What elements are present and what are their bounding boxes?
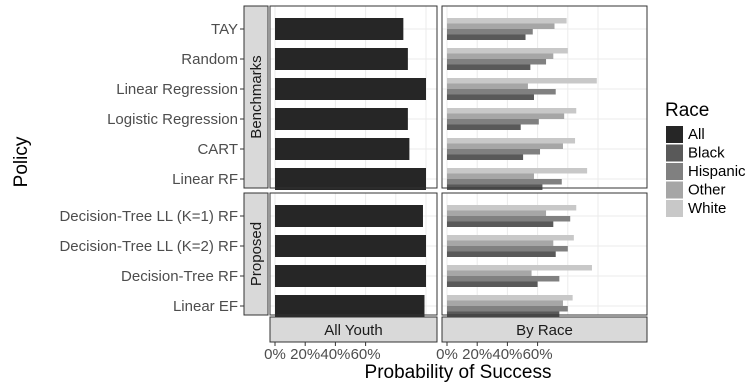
strip-proposed: Proposed xyxy=(244,193,268,315)
bar-black xyxy=(447,282,538,288)
y-tick-label: Decision-Tree LL (K=2) RF xyxy=(59,238,238,255)
bar-black xyxy=(447,155,523,161)
strip-label: All Youth xyxy=(324,322,382,339)
bar-hispanic xyxy=(447,89,556,95)
bar-hispanic xyxy=(447,306,568,312)
bar-other xyxy=(447,54,553,60)
bar-black xyxy=(447,65,530,71)
bar-black xyxy=(447,312,559,318)
bar-other xyxy=(447,24,555,30)
bar-white xyxy=(447,168,587,174)
column-strip-by-race: By Race xyxy=(442,317,647,342)
x-tick-label: 60% xyxy=(351,346,381,363)
bar-all-youth xyxy=(275,138,409,160)
x-tick-label: 60% xyxy=(523,346,553,363)
legend-label: Hispanic xyxy=(688,163,746,180)
x-tick-label: 0% xyxy=(436,346,458,363)
bar-other xyxy=(447,271,532,277)
bar-black xyxy=(447,252,556,258)
bar-white xyxy=(447,235,574,241)
bar-hispanic xyxy=(447,29,533,35)
bar-white xyxy=(447,138,575,144)
bar-hispanic xyxy=(447,216,570,222)
bar-all-youth xyxy=(275,108,408,130)
bar-black xyxy=(447,125,521,131)
strip-label: Proposed xyxy=(248,222,265,286)
y-tick-label: Linear EF xyxy=(173,298,238,315)
legend-label: White xyxy=(688,200,726,217)
x-tick-label: 20% xyxy=(462,346,492,363)
column-strip-all-youth: All Youth xyxy=(270,317,437,342)
bar-other xyxy=(447,301,563,307)
y-tick-label: Linear RF xyxy=(172,171,238,188)
legend-swatch xyxy=(666,182,683,199)
bar-black xyxy=(447,95,534,101)
bar-all-youth xyxy=(275,78,426,100)
strip-benchmarks: Benchmarks xyxy=(244,6,268,188)
y-tick-label: Decision-Tree LL (K=1) RF xyxy=(59,208,238,225)
bar-other xyxy=(447,241,553,247)
panel-benchmarks-by-race xyxy=(442,6,647,190)
bar-black xyxy=(447,185,542,191)
y-tick-label: CART xyxy=(197,141,238,158)
x-tick-label: 40% xyxy=(492,346,522,363)
bar-all-youth xyxy=(275,48,408,70)
bar-all-youth xyxy=(275,235,426,257)
y-tick-label: Logistic Regression xyxy=(107,111,238,128)
bar-hispanic xyxy=(447,149,540,155)
bar-hispanic xyxy=(447,119,539,125)
bar-other xyxy=(447,211,546,217)
bar-hispanic xyxy=(447,246,568,252)
bar-white xyxy=(447,205,576,211)
x-axis-title: Probability of Success xyxy=(365,362,552,383)
y-axis-title: Policy xyxy=(11,136,32,187)
x-tick-label: 40% xyxy=(320,346,350,363)
bar-all-youth xyxy=(275,168,426,190)
legend-label: Black xyxy=(688,145,725,162)
strip-label: Benchmarks xyxy=(248,55,265,138)
bar-white xyxy=(447,295,573,301)
panel-benchmarks-all-youth xyxy=(270,6,437,190)
bar-white xyxy=(447,48,568,54)
y-tick-label: Decision-Tree RF xyxy=(121,268,238,285)
legend-swatch xyxy=(666,200,683,217)
bar-white xyxy=(447,78,597,84)
bar-hispanic xyxy=(447,276,559,282)
bar-other xyxy=(447,114,564,120)
panel-proposed-all-youth xyxy=(270,193,437,317)
bar-hispanic xyxy=(447,179,562,185)
bar-white xyxy=(447,265,592,271)
legend-swatch xyxy=(666,126,683,143)
bar-other xyxy=(447,174,534,180)
legend-swatch xyxy=(666,163,683,180)
bar-all-youth xyxy=(275,18,403,40)
bar-all-youth xyxy=(275,205,423,227)
y-tick-label: Random xyxy=(181,51,238,68)
bar-other xyxy=(447,84,528,90)
x-tick-label: 20% xyxy=(290,346,320,363)
bar-all-youth xyxy=(275,265,426,287)
legend-swatch xyxy=(666,145,683,162)
y-tick-label: TAY xyxy=(211,21,238,38)
legend-title: Race xyxy=(665,100,709,121)
legend-label: Other xyxy=(688,182,726,199)
panel-proposed-by-race xyxy=(442,193,647,317)
x-tick-label: 0% xyxy=(264,346,286,363)
legend-label: All xyxy=(688,126,705,143)
bar-white xyxy=(447,108,576,114)
bar-black xyxy=(447,222,553,228)
bar-black xyxy=(447,35,526,41)
y-tick-label: Linear Regression xyxy=(116,81,238,98)
bar-other xyxy=(447,144,563,150)
strip-label: By Race xyxy=(516,322,573,339)
bar-all-youth xyxy=(275,295,424,317)
bar-hispanic xyxy=(447,59,546,65)
bar-white xyxy=(447,18,567,24)
